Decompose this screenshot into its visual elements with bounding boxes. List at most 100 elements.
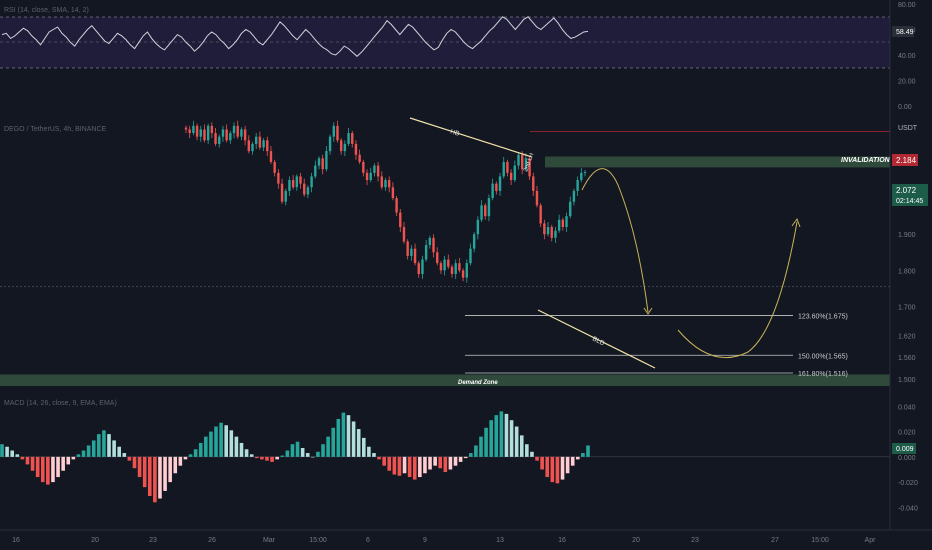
candle-body <box>303 183 306 195</box>
macd-bar <box>71 456 76 460</box>
macd-bar <box>122 453 127 457</box>
macd-bar <box>367 446 371 457</box>
macd-bar <box>326 436 330 457</box>
macd-bar <box>178 456 183 466</box>
candle-body <box>332 125 335 137</box>
macd-bar <box>545 456 550 478</box>
candle-body <box>236 125 239 137</box>
macd-bar <box>198 442 203 457</box>
macd-value-badge <box>892 443 916 454</box>
time-tick-label: 26 <box>208 537 216 544</box>
candle-body <box>520 154 524 170</box>
macd-value-text: 0.009 <box>896 446 914 453</box>
macd-bar <box>254 456 259 459</box>
macd-panel[interactable] <box>0 411 890 503</box>
macd-bar <box>209 431 213 457</box>
candle-body <box>299 176 302 184</box>
macd-bar <box>356 429 361 457</box>
candle-body <box>410 248 413 256</box>
candle-body <box>565 216 568 228</box>
macd-tick-label: 0.040 <box>898 404 916 411</box>
price-tick-label: 1.620 <box>898 333 916 340</box>
macd-bar <box>102 430 106 457</box>
candle-body <box>461 270 465 278</box>
candle-body <box>225 129 228 141</box>
macd-bar <box>443 456 448 472</box>
last-price-text: 2.072 <box>896 186 917 195</box>
candle-body <box>513 165 517 181</box>
macd-bar <box>51 456 55 483</box>
macd-bar <box>397 456 402 476</box>
macd-bar <box>30 456 35 471</box>
countdown-text: 02:14:45 <box>896 198 923 205</box>
time-axis[interactable]: 16 20 23 26 Mar 15:00 6 9 13 16 20 23 27 15:00 Apr <box>0 529 932 544</box>
time-tick-label: 15:00 <box>811 537 829 544</box>
price-tick-label: 1.560 <box>898 355 916 362</box>
candle-body <box>387 180 391 188</box>
candle-body <box>258 136 262 148</box>
candle-body <box>384 180 387 188</box>
price-tick-label: 1.800 <box>898 268 916 275</box>
candle-body <box>465 263 468 278</box>
candle-body <box>539 205 542 224</box>
candle-body <box>376 165 380 177</box>
candle-body <box>399 212 402 228</box>
candle-body <box>354 143 358 155</box>
candle-body <box>417 263 420 274</box>
candle-body <box>273 161 276 173</box>
fib-level-2-label: 150.00%(1.565) <box>798 353 848 360</box>
candle-body <box>247 140 251 152</box>
macd-histogram <box>0 411 590 503</box>
macd-bar <box>244 449 249 457</box>
candle-body <box>269 151 273 162</box>
candle-body <box>229 133 232 141</box>
candle-body <box>439 263 443 271</box>
candle-body <box>395 198 398 213</box>
invalidation-price-text: 2.184 <box>896 156 917 165</box>
candle-body <box>436 252 439 264</box>
price-tick-label: 1.500 <box>898 377 916 384</box>
candle-body <box>580 172 583 181</box>
time-tick-label: 23 <box>149 537 157 544</box>
rsi-panel[interactable] <box>0 16 890 69</box>
candle-body <box>295 176 299 188</box>
macd-bar <box>540 456 544 470</box>
candle-body <box>569 201 572 217</box>
candle-body <box>314 165 317 177</box>
macd-bar <box>576 456 580 460</box>
candle-body <box>472 234 476 249</box>
rsi-tick-label: 80.00 <box>898 2 916 9</box>
macd-bar <box>453 456 458 466</box>
macd-bar <box>35 456 40 478</box>
candle-body <box>232 125 236 134</box>
price-panel[interactable]: HB BLD 2nd LH INVALIDATION Demand Zone 1… <box>0 117 891 386</box>
macd-bar <box>56 456 60 478</box>
rsi-line <box>1 16 589 57</box>
macd-bar <box>489 420 493 457</box>
candle-body <box>557 219 561 231</box>
macd-bar <box>66 456 71 465</box>
rsi-title: RSI (14, close, SMA, 14, 2) <box>4 7 89 14</box>
candle-body <box>195 125 199 137</box>
projection-arrow-up <box>791 217 801 228</box>
macd-bar <box>193 449 198 457</box>
macd-bar <box>586 445 590 457</box>
macd-bar <box>560 456 565 480</box>
macd-bar <box>214 426 218 457</box>
macd-bar <box>504 413 509 457</box>
time-tick-label: 16 <box>558 537 566 544</box>
price-tick-label: 1.700 <box>898 305 916 312</box>
macd-bar <box>81 450 86 457</box>
time-tick-label: 27 <box>771 537 779 544</box>
macd-bar <box>275 456 279 460</box>
invalidation-label: INVALIDATION <box>841 157 891 164</box>
macd-bar <box>479 436 483 457</box>
trend-top-label: HB <box>449 128 460 137</box>
supply-zone <box>545 156 890 168</box>
candle-body <box>199 129 202 137</box>
candle-body <box>495 183 498 191</box>
macd-bar <box>285 450 290 457</box>
macd-bar <box>91 440 96 457</box>
